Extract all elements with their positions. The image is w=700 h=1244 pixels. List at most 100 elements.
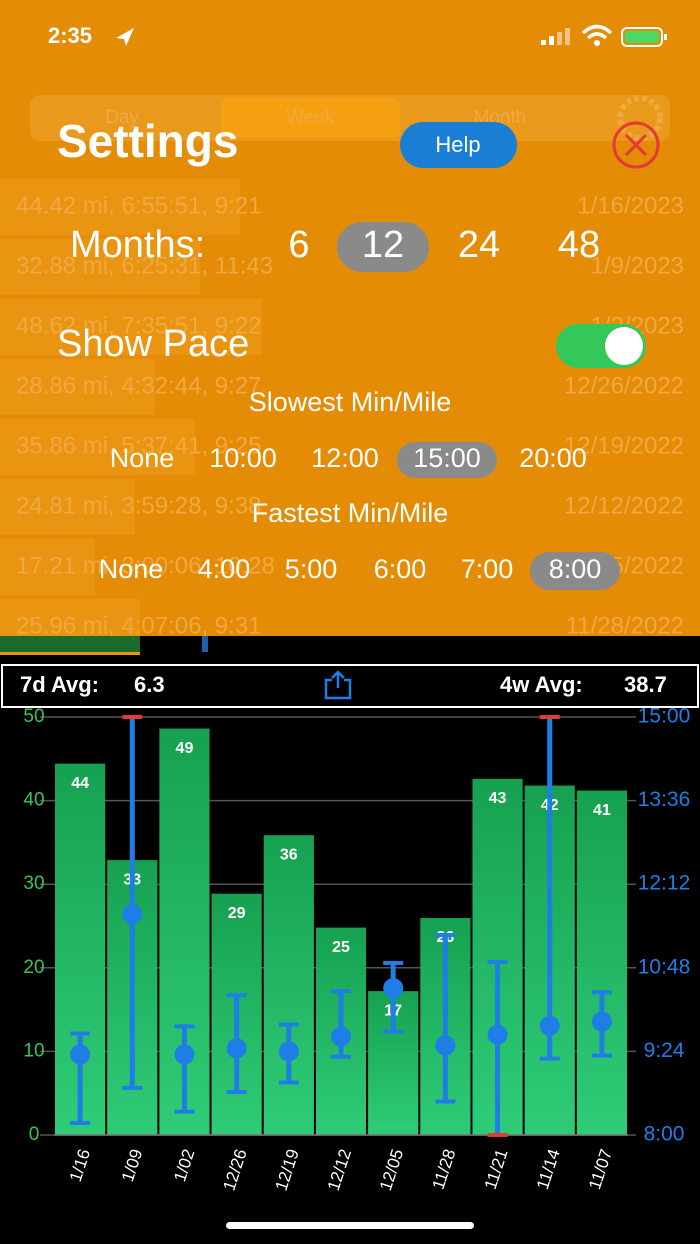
- time: 2:35: [48, 23, 92, 48]
- bar-label: 41: [593, 802, 611, 819]
- option[interactable]: None: [99, 554, 164, 584]
- bar-label: 36: [280, 846, 298, 863]
- option[interactable]: 48: [558, 224, 600, 266]
- pace-dot: [278, 1041, 299, 1062]
- bar-label: 49: [176, 740, 194, 757]
- option-selected[interactable]: [397, 442, 497, 478]
- row-date: 12/26/2022: [564, 372, 684, 399]
- bar-label: 44: [71, 775, 89, 792]
- pace-dot: [174, 1044, 195, 1065]
- row-date: 11/28/2022: [566, 612, 684, 639]
- help-pill[interactable]: [400, 122, 517, 168]
- y-tick-label: 50: [23, 706, 44, 727]
- pace-dot: [122, 904, 143, 925]
- pace-dot: [591, 1011, 612, 1032]
- pace-dot: [226, 1038, 247, 1059]
- y-tick-label: 40: [23, 790, 44, 811]
- option-selected[interactable]: [530, 552, 620, 590]
- location-icon: [116, 28, 134, 46]
- pace-dot: [383, 978, 404, 999]
- wifi-icon: [581, 24, 613, 40]
- home-indicator: [226, 1222, 474, 1229]
- list-row-bar: [0, 299, 262, 355]
- bar-label: 25: [332, 939, 350, 956]
- y-tick-label: 0: [29, 1124, 40, 1145]
- y-tick-label: 20: [23, 957, 44, 978]
- y-tick-label: 10: [23, 1040, 44, 1061]
- bar: [263, 835, 314, 1135]
- y2-tick-label: 8:00: [644, 1123, 685, 1146]
- row-summary: 28.86 mi, 4:32:44, 9:27: [16, 372, 262, 399]
- list-row-bar: [0, 359, 155, 415]
- show-pace-label: Show Pace: [57, 323, 249, 365]
- battery-tip: [664, 34, 667, 40]
- toggle-knob[interactable]: [605, 327, 643, 365]
- pace-dot: [487, 1024, 508, 1045]
- option[interactable]: 15:00: [413, 443, 481, 473]
- option[interactable]: 7:00: [461, 554, 514, 584]
- option[interactable]: None: [110, 443, 175, 473]
- option[interactable]: 12: [362, 224, 404, 266]
- row-summary: 17.21 mi, 3:00:06, 10:28: [16, 552, 275, 579]
- options: 6 12 24 48 None 10:00 12:00 15:00 20:00 None 4:00 5…: [99, 222, 620, 590]
- option[interactable]: 12:00: [311, 443, 379, 473]
- list-row-marker: [202, 636, 208, 652]
- help-button[interactable]: Help: [400, 122, 517, 168]
- pace-toggle[interactable]: [556, 324, 646, 368]
- segment-label[interactable]: Day: [105, 107, 139, 128]
- pace-dot: [70, 1044, 91, 1065]
- row-summary: 25.96 mi, 4:07:06, 9:31: [16, 612, 262, 639]
- week-avg-value: 6.3: [134, 672, 165, 697]
- list-row-bar: [0, 239, 200, 295]
- average-bar: [1, 664, 699, 708]
- option[interactable]: 10:00: [209, 443, 277, 473]
- option[interactable]: 6: [288, 224, 309, 266]
- list-row-bar: [0, 419, 195, 475]
- settings-title: Settings: [57, 115, 238, 167]
- help-label[interactable]: Help: [435, 132, 480, 157]
- slowest-label: Slowest Min/Mile: [249, 387, 452, 417]
- y2-tick-label: 9:24: [644, 1039, 685, 1062]
- row-summary: 35.86 mi, 5:37:41, 9:25: [16, 432, 262, 459]
- bar-label: 29: [228, 905, 246, 922]
- month-avg-label: 4w Avg:: [500, 672, 583, 697]
- option[interactable]: 20:00: [519, 443, 587, 473]
- months-label: Months:: [70, 224, 205, 266]
- row-summary: 44.42 mi, 6:55:51, 9:21: [16, 192, 262, 219]
- option[interactable]: 4:00: [198, 554, 251, 584]
- battery-icon: [621, 27, 663, 47]
- close-x[interactable]: [624, 133, 648, 157]
- status-bar: 2:35: [48, 23, 667, 48]
- fastest-label: Fastest Min/Mile: [252, 498, 449, 528]
- list-row-bar: [0, 179, 240, 235]
- option[interactable]: 8:00: [549, 554, 602, 584]
- option[interactable]: 24: [458, 224, 500, 266]
- row-summary: 32.88 mi, 6:25:31, 11:43: [16, 252, 273, 279]
- option[interactable]: 5:00: [285, 554, 338, 584]
- option[interactable]: 6:00: [374, 554, 427, 584]
- row-date: 1/9/2023: [591, 252, 684, 279]
- segment-selected[interactable]: [221, 98, 400, 138]
- close-button[interactable]: [612, 121, 660, 169]
- chart: 0 10 20 30 40 50 8:00 9:24 10:48 12:12 13:36 15:00 4…: [23, 705, 690, 1194]
- y2-tick-label: 12:12: [638, 872, 691, 895]
- segment-label[interactable]: Week: [286, 107, 335, 128]
- list-row-bar: [0, 479, 135, 535]
- gear-icon[interactable]: [617, 95, 663, 141]
- option-selected[interactable]: [337, 222, 429, 272]
- share-button[interactable]: [324, 670, 352, 700]
- pace-dot: [331, 1026, 351, 1047]
- close-circle[interactable]: [612, 121, 660, 169]
- row-date: 12/12/2022: [564, 492, 684, 519]
- y2-tick-label: 10:48: [638, 955, 691, 978]
- list-row-bar: [0, 539, 95, 595]
- pace-dot: [435, 1035, 456, 1056]
- row-summary: 24.81 mi, 3:59:28, 9:38: [16, 492, 262, 519]
- month-avg-value: 38.7: [624, 672, 667, 697]
- wifi-dot: [594, 40, 600, 46]
- bar-label: 43: [489, 790, 507, 807]
- row-date: 1/16/2023: [577, 192, 684, 219]
- list-row-bar: [0, 636, 140, 652]
